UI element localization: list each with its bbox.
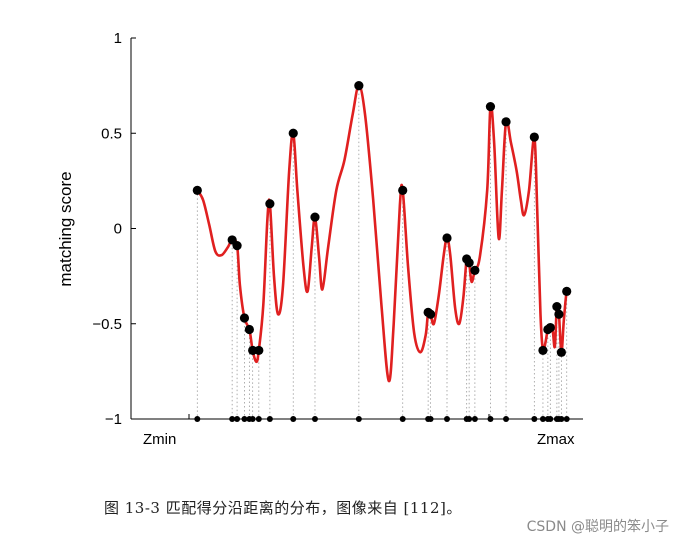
baseline-marker — [241, 416, 248, 422]
baseline-marker — [547, 416, 554, 422]
y-tick-label: −1 — [105, 411, 122, 428]
peak-point — [485, 101, 496, 112]
peak-point — [354, 81, 364, 91]
peak-point — [426, 309, 436, 319]
baseline-marker — [355, 416, 362, 422]
peak-point — [232, 241, 242, 251]
peak-point — [556, 347, 566, 357]
baseline-marker — [266, 416, 273, 422]
baseline-marker — [290, 416, 297, 422]
peak-point — [265, 199, 275, 209]
peak-point — [545, 322, 555, 333]
baseline-marker — [399, 416, 406, 422]
peak-point — [398, 185, 408, 195]
score-curve — [196, 84, 571, 383]
x-start-label: Zmin — [143, 431, 176, 448]
matching-score-chart: −1 −0.5 0 0.5 1 matching score Zmin Zmax — [56, 30, 583, 448]
peak-point — [244, 324, 254, 335]
baseline-marker — [563, 416, 570, 422]
baseline-marker — [234, 416, 241, 422]
peak-point — [310, 212, 320, 222]
baseline-marker — [471, 416, 478, 422]
baseline-marker — [229, 416, 236, 422]
baseline-marker — [466, 416, 473, 422]
peak-point — [501, 117, 511, 127]
watermark: CSDN @聪明的笨小子 — [526, 519, 669, 535]
baseline-marker — [427, 416, 434, 422]
axis-labels: matching score Zmin Zmax — [56, 171, 575, 448]
score-line — [196, 84, 571, 383]
baseline-marker — [194, 416, 201, 422]
peak-point — [552, 302, 562, 312]
peak-point — [529, 132, 539, 142]
baseline-marker — [539, 416, 546, 422]
peak-point — [554, 309, 564, 319]
peak-point — [288, 128, 298, 138]
baseline-marker — [311, 416, 318, 422]
y-tick-label: 0 — [114, 221, 122, 238]
peak-point — [470, 265, 480, 276]
peak-point — [192, 185, 202, 195]
baseline-marker — [255, 416, 262, 422]
baseline-marker — [531, 416, 538, 422]
peak-markers — [192, 81, 572, 357]
baseline-marker — [487, 416, 494, 422]
baseline-marker — [444, 416, 450, 422]
y-tick-label: 1 — [114, 30, 122, 47]
baseline-markers — [194, 416, 570, 422]
y-axis-title: matching score — [56, 171, 75, 286]
peak-point — [562, 286, 572, 296]
peak-point — [442, 233, 452, 243]
baseline-marker — [503, 416, 510, 422]
y-tick-label: −0.5 — [92, 316, 122, 333]
figure-caption: 图 13-3 匹配得分沿距离的分布，图像来自 [112]。 — [104, 499, 462, 517]
baseline-marker — [249, 416, 256, 422]
peak-stems — [196, 85, 568, 419]
peak-point — [538, 345, 548, 356]
y-tick-label: 0.5 — [101, 125, 122, 142]
peak-point — [464, 258, 474, 268]
x-end-label: Zmax — [537, 431, 575, 448]
peak-point — [254, 345, 264, 356]
baseline-marker — [558, 416, 565, 422]
axes: −1 −0.5 0 0.5 1 — [92, 30, 583, 428]
peak-point — [239, 313, 250, 323]
